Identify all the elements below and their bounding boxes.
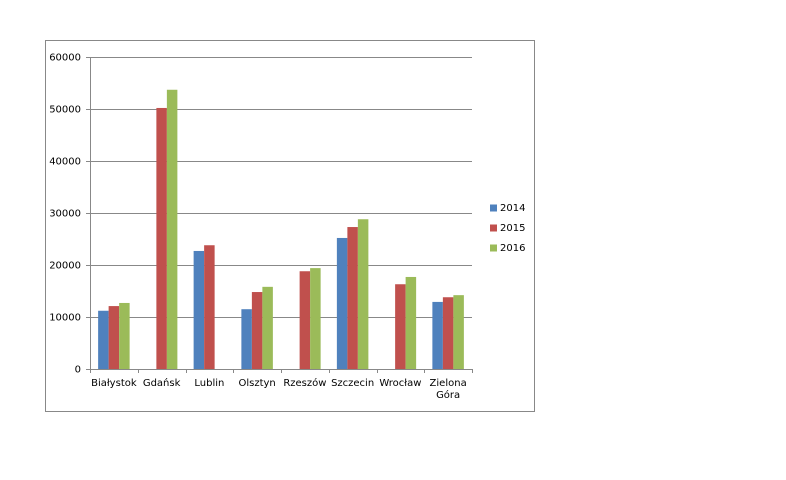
legend-label: 2016: [500, 243, 525, 254]
bar: [156, 107, 167, 370]
bar: [119, 302, 130, 369]
bar: [204, 245, 215, 369]
y-tick-label: 0: [75, 365, 81, 376]
x-tick-label: Lublin: [194, 378, 225, 389]
bar: [453, 295, 464, 369]
bar: [442, 297, 454, 369]
x-tick-label: Wrocław: [379, 378, 422, 389]
x-tick-label: Białystok: [91, 378, 137, 389]
x-tick-label: Olsztyn: [238, 378, 276, 389]
bar: [395, 284, 406, 369]
y-tick-label: 60000: [49, 53, 81, 64]
bar: [241, 309, 252, 369]
bar: [166, 89, 178, 369]
bar: [310, 268, 321, 369]
bar: [357, 219, 369, 369]
y-tick-label: 50000: [49, 105, 81, 116]
bar: [193, 250, 205, 369]
legend-swatch: [490, 204, 497, 212]
bar: [405, 276, 417, 369]
bar: [108, 306, 120, 369]
legend-swatch: [490, 244, 497, 252]
bar: [251, 292, 263, 369]
legend-label: 2015: [500, 223, 525, 234]
x-tick-label: Gdańsk: [142, 378, 181, 389]
y-tick-label: 20000: [49, 261, 81, 272]
legend-label: 2014: [500, 203, 525, 214]
bar: [336, 237, 348, 369]
bar: [98, 310, 109, 369]
bar: [432, 301, 443, 369]
y-tick-label: 30000: [49, 209, 81, 220]
x-tick-label: Szczecin: [331, 378, 375, 389]
y-tick-label: 40000: [49, 157, 81, 168]
x-tick-label: Rzeszów: [283, 378, 327, 389]
y-tick-label: 10000: [49, 313, 81, 324]
x-tick-label: Zielona Góra: [429, 378, 467, 401]
bar: [299, 271, 311, 369]
bar: [262, 286, 273, 369]
legend-swatch: [490, 224, 497, 232]
bar: [347, 227, 358, 369]
